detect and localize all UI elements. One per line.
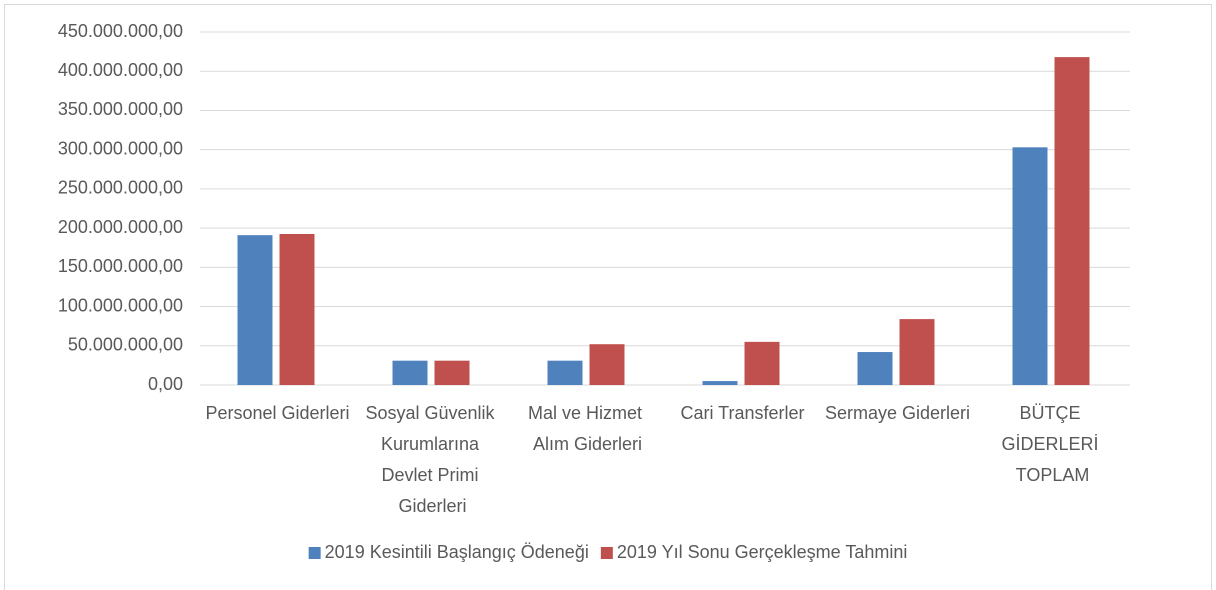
y-tick-label: 100.000.000,00 (58, 295, 183, 315)
y-tick-label: 0,00 (148, 374, 183, 394)
y-tick-label: 250.000.000,00 (58, 178, 183, 198)
legend-label: 2019 Kesintili Başlangıç Ödeneği (325, 542, 589, 562)
x-tick-label: Personel Giderleri (205, 403, 349, 423)
y-tick-label: 300.000.000,00 (58, 138, 183, 158)
y-tick-label: 50.000.000,00 (68, 335, 183, 355)
x-tick-label: Mal ve Hizmet Alım Giderleri (528, 403, 647, 454)
chart-border (4, 4, 1212, 590)
x-tick-label: Sosyal Güvenlik Kurumlarına Devlet Primi… (365, 403, 499, 516)
bar (744, 341, 780, 385)
bar (392, 360, 428, 385)
legend-label: 2019 Yıl Sonu Gerçekleşme Tahmini (617, 542, 908, 562)
legend-swatch (600, 547, 613, 559)
bar (1054, 57, 1090, 385)
bar (899, 319, 935, 385)
bar (589, 344, 625, 385)
x-tick-label: Cari Transferler (680, 403, 804, 423)
x-tick-label: BÜTÇE GİDERLERİ TOPLAM (1001, 403, 1103, 485)
y-tick-label: 450.000.000,00 (58, 21, 183, 41)
bar (434, 360, 470, 385)
bar (547, 360, 583, 385)
y-tick-label: 150.000.000,00 (58, 256, 183, 276)
bar (1012, 147, 1048, 385)
y-tick-label: 350.000.000,00 (58, 99, 183, 119)
y-tick-label: 200.000.000,00 (58, 217, 183, 237)
legend-swatch (308, 547, 321, 559)
y-tick-label: 400.000.000,00 (58, 60, 183, 80)
bar (279, 233, 315, 385)
bar (702, 381, 738, 385)
x-tick-label: Sermaye Giderleri (825, 403, 970, 423)
bar (237, 235, 273, 385)
bar (857, 352, 893, 385)
